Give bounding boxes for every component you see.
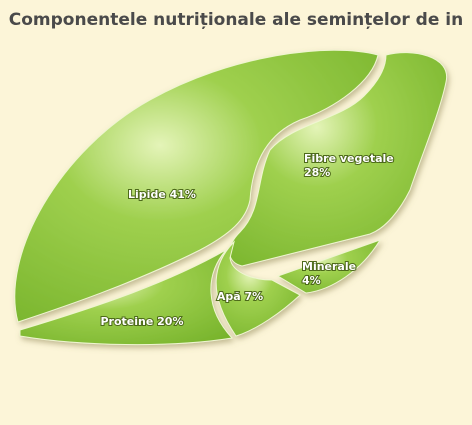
category-label: Lipide (128, 188, 166, 201)
category-label: Fibre vegetale (304, 152, 394, 165)
segment-label: Fibre vegetale 28% (304, 152, 394, 179)
segments (14, 49, 447, 346)
category-label: Proteine (100, 315, 153, 328)
segment (14, 49, 379, 323)
value-label: 20% (157, 315, 183, 328)
value-label: 7% (244, 290, 263, 303)
value-label: 4% (302, 274, 321, 287)
category-label: Apă (217, 290, 241, 303)
segment-label: Apă 7% (217, 290, 263, 303)
segment-label: Proteine 20% (100, 315, 183, 328)
segment-label: Minerale 4% (302, 260, 356, 287)
segment (276, 239, 382, 294)
category-label: Minerale (302, 260, 356, 273)
chart-title: Componentele nutriționale ale semințelor… (9, 10, 463, 30)
segment (19, 249, 234, 346)
segment-label: Lipide 41% (128, 188, 196, 201)
value-label: 41% (170, 188, 196, 201)
labels: Lipide 41% Fibre vegetale 28% Minerale 4% Apă… (99, 151, 394, 329)
value-label: 28% (304, 166, 330, 179)
segment (215, 240, 301, 337)
